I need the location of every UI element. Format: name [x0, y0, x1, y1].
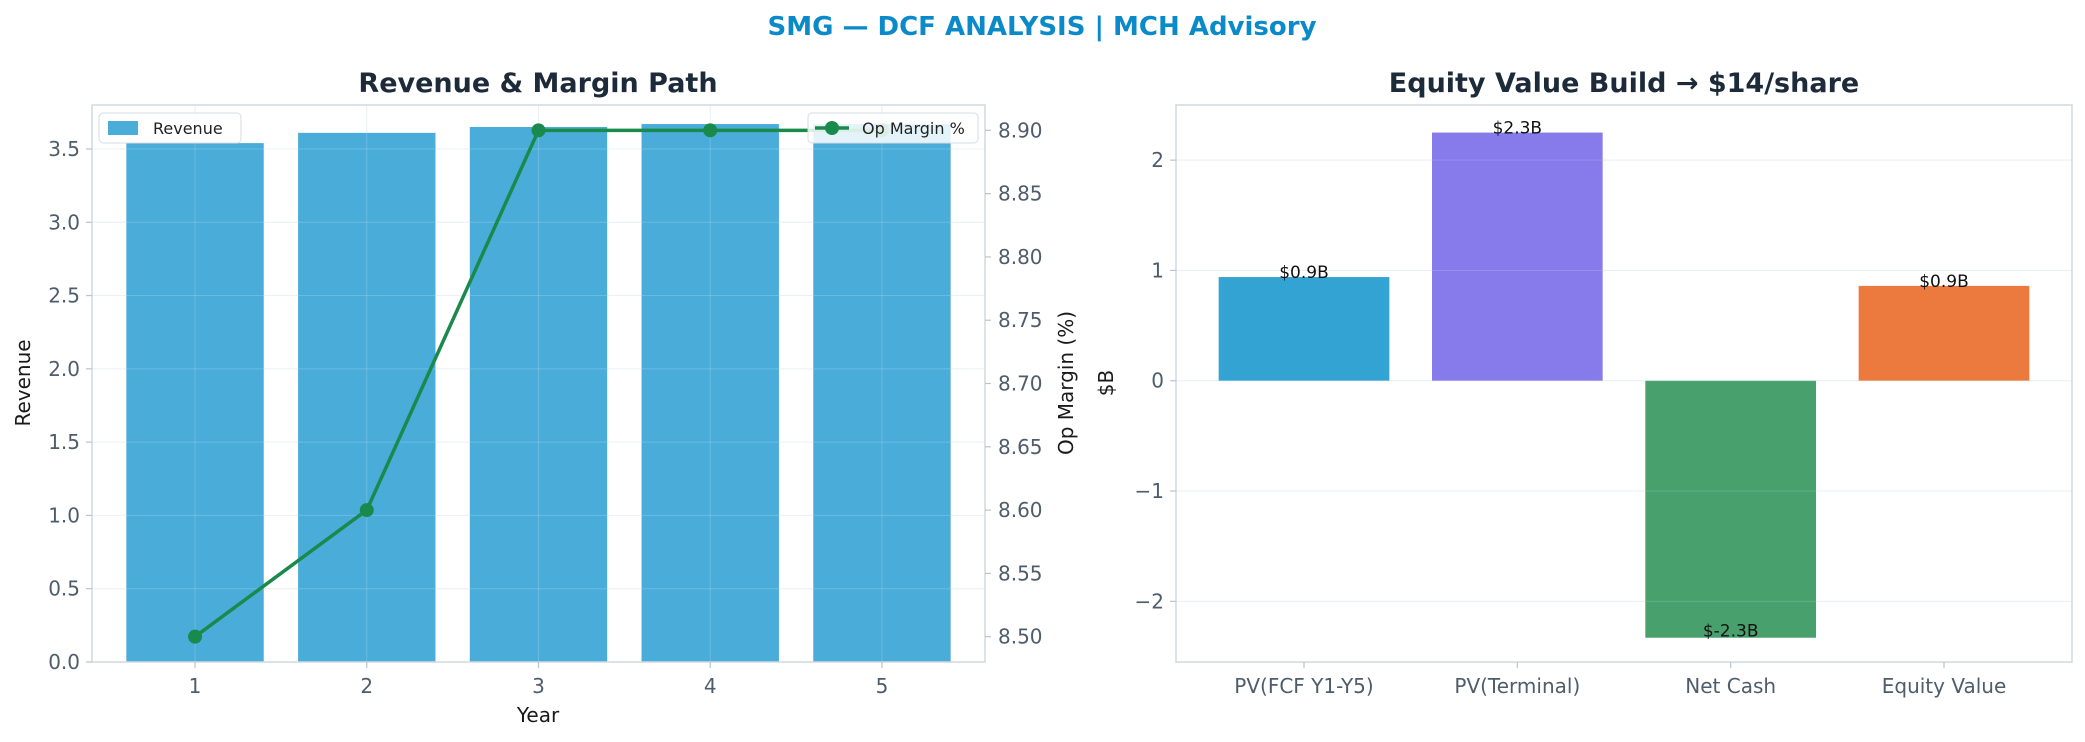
- left-y-tick-label: 3.0: [48, 210, 80, 234]
- right-y-axis-label: $B: [1094, 370, 1118, 396]
- left-y2-tick-label: 8.55: [998, 561, 1043, 585]
- left-y2-tick-label: 8.75: [998, 308, 1043, 332]
- revenue-legend-box: [98, 112, 242, 144]
- right-gridlines: [1176, 159, 2072, 602]
- left-y-tick-label: 0.5: [48, 577, 80, 601]
- right-x-tick-label: Equity Value: [1882, 674, 2007, 698]
- left-y-axis-label: Revenue: [11, 339, 35, 426]
- left-x-tick-label: 3: [532, 674, 545, 698]
- revenue-legend-swatch: [108, 121, 138, 135]
- left-y2-tick-label: 8.65: [998, 435, 1043, 459]
- op-margin-legend-marker: [825, 121, 839, 135]
- left-y-tick-label: 2.0: [48, 357, 80, 381]
- equity-bar: [1858, 285, 2030, 381]
- left-y2-axis-label: Op Margin (%): [1054, 311, 1078, 455]
- right-y-tick-label: 1: [1151, 258, 1164, 282]
- revenue-bars: [92, 105, 985, 663]
- left-y2-ticks: 8.50 8.55 8.60 8.65 8.70 8.75 8.80 8.85 8.90: [985, 118, 1043, 649]
- figure-title: SMG — DCF ANALYSIS | MCH Advisory: [767, 12, 1316, 42]
- equity-bar: [1432, 132, 1603, 381]
- right-axes-frame: [1175, 104, 2073, 663]
- op-margin-point: [703, 123, 718, 138]
- revenue-bar: [126, 143, 264, 662]
- left-x-axis-label: Year: [516, 703, 560, 727]
- right-y-tick-label: −1: [1135, 479, 1164, 503]
- revenue-bar: [813, 124, 951, 663]
- left-y-tick-label: 0.0: [48, 650, 80, 674]
- left-x-tick-label: 2: [360, 674, 373, 698]
- left-x-tick-label: 5: [876, 674, 889, 698]
- equity-bar-label: $0.9B: [1919, 272, 1969, 292]
- revenue-bar: [298, 132, 436, 663]
- left-chart-title: Revenue & Margin Path: [358, 68, 717, 99]
- op-margin-point: [531, 123, 546, 138]
- left-y2-tick-label: 8.70: [998, 372, 1043, 396]
- left-y2-tick-label: 8.50: [998, 625, 1043, 649]
- revenue-margin-chart: Revenue & Margin Path 0.0 0.5 1.0 1.5 2.0 2.5…: [11, 68, 1078, 727]
- op-margin-point: [188, 629, 203, 644]
- left-y2-tick-label: 8.90: [998, 118, 1043, 142]
- equity-bar-label: $-2.3B: [1703, 622, 1759, 642]
- op-margin-legend-label: Op Margin %: [862, 119, 965, 138]
- left-y-tick-label: 2.5: [48, 284, 80, 308]
- left-y2-tick-label: 8.80: [998, 245, 1043, 269]
- op-margin-legend: Op Margin %: [807, 112, 979, 144]
- left-x-ticks: 1 2 3 4 5: [189, 662, 889, 698]
- left-y-tick-label: 3.5: [48, 137, 80, 161]
- revenue-legend: Revenue: [98, 112, 242, 144]
- equity-bar-label: $2.3B: [1493, 119, 1543, 139]
- equity-build-chart: Equity Value Build → $14/share $0.9B $2.3…: [1094, 68, 2073, 698]
- equity-bar-label: $0.9B: [1279, 263, 1329, 283]
- left-x-tick-label: 1: [189, 674, 202, 698]
- left-y-tick-label: 1.0: [48, 503, 80, 527]
- left-y2-tick-label: 8.60: [998, 498, 1043, 522]
- equity-bars: [1176, 132, 2072, 638]
- right-x-tick-label: PV(FCF Y1-Y5): [1234, 674, 1373, 698]
- left-x-tick-label: 4: [704, 674, 717, 698]
- right-y-ticks: −2 −1 0 1 2: [1135, 148, 1176, 613]
- right-chart-title: Equity Value Build → $14/share: [1389, 68, 1859, 99]
- right-x-tick-label: PV(Terminal): [1454, 674, 1580, 698]
- left-y-ticks: 0.0 0.5 1.0 1.5 2.0 2.5 3.0 3.5: [48, 137, 92, 674]
- right-x-ticks: PV(FCF Y1-Y5) PV(Terminal) Net Cash Equity …: [1234, 662, 2006, 698]
- left-y2-tick-label: 8.85: [998, 182, 1043, 206]
- op-margin-legend-box: [807, 112, 979, 144]
- revenue-legend-label: Revenue: [153, 119, 223, 138]
- right-y-tick-label: 0: [1151, 369, 1164, 393]
- equity-bar: [1218, 277, 1390, 381]
- right-x-tick-label: Net Cash: [1685, 674, 1776, 698]
- right-y-tick-label: 2: [1151, 148, 1164, 172]
- equity-bar-labels: $0.9B $2.3B $-2.3B $0.9B: [1279, 119, 1969, 642]
- revenue-bar: [469, 126, 608, 663]
- revenue-bar: [641, 124, 779, 663]
- equity-bar: [1645, 380, 1816, 638]
- left-y-tick-label: 1.5: [48, 430, 80, 454]
- right-y-tick-label: −2: [1135, 589, 1164, 613]
- op-margin-point: [359, 503, 374, 518]
